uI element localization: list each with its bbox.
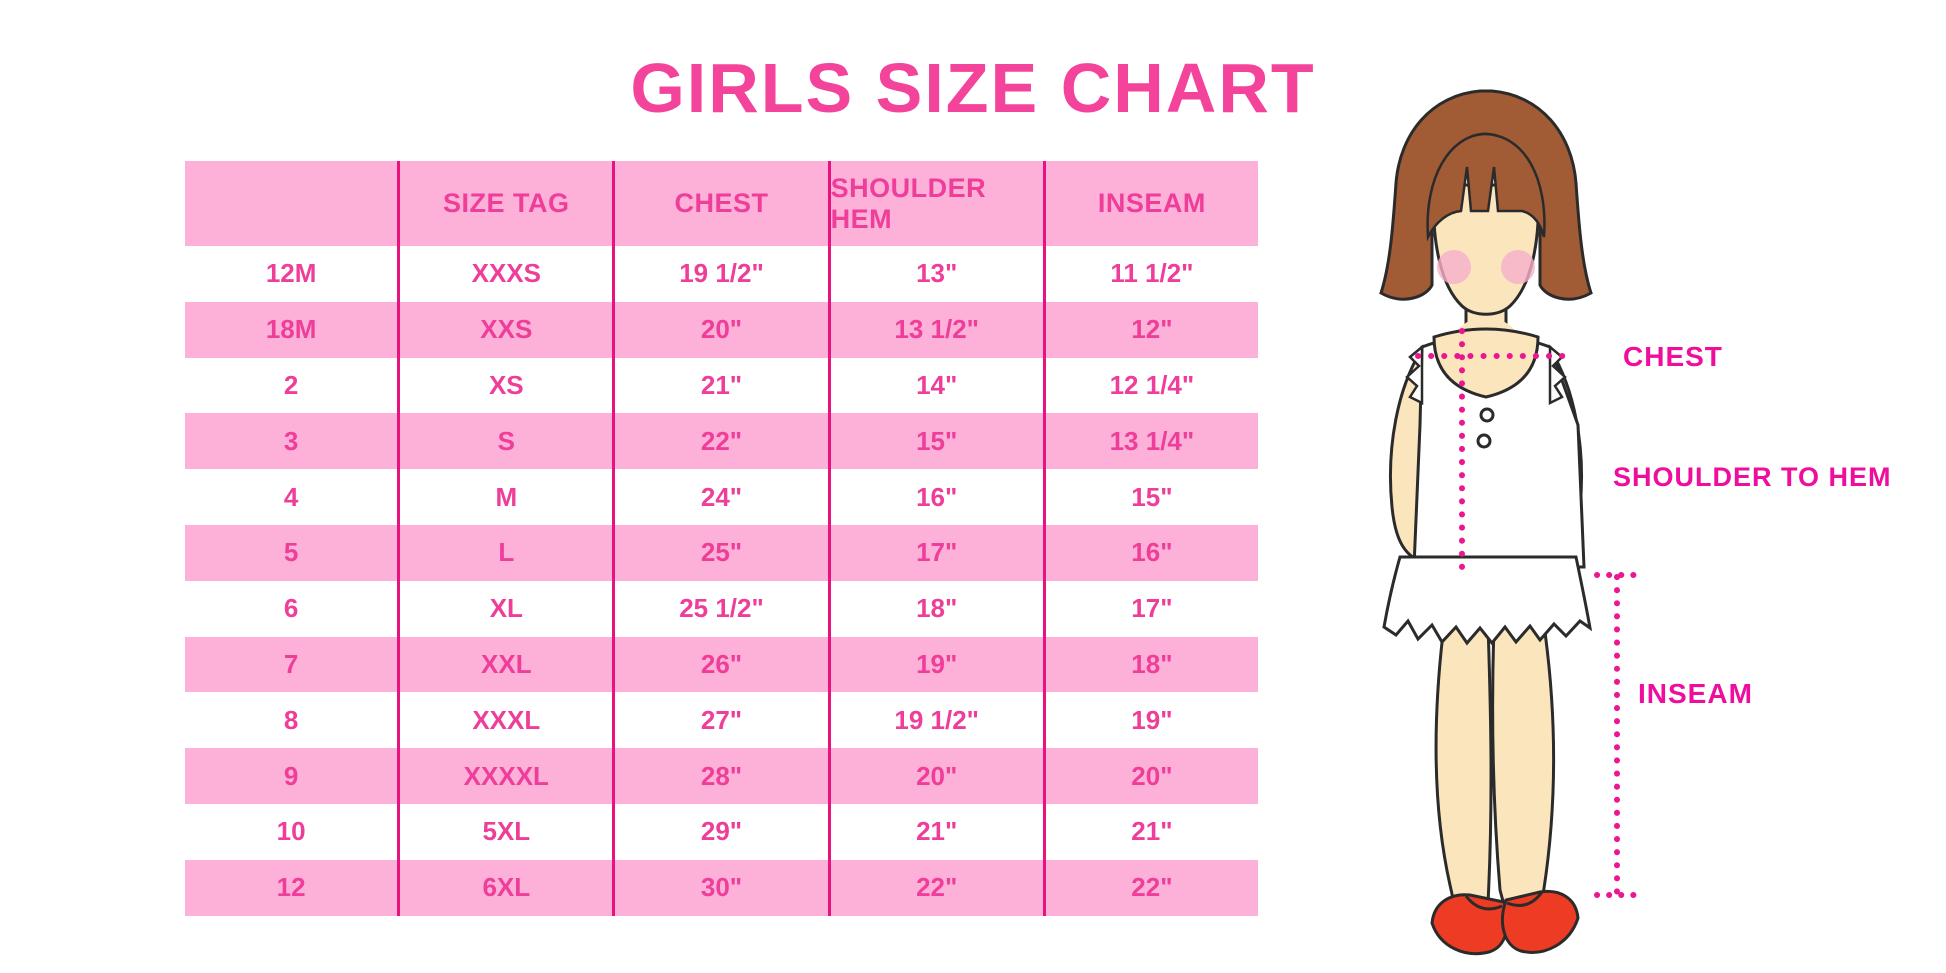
button-icon (1479, 407, 1495, 423)
cell-chest: 25" (612, 524, 827, 581)
table-row: 6 XL 25 1/2" 18" 17" (185, 580, 1258, 637)
cell-chest: 24" (612, 469, 827, 525)
table-row: 5 L 25" 17" 16" (185, 524, 1258, 581)
table-row: 2 XS 21" 14" 12 1/4" (185, 357, 1258, 414)
measurement-lines (1415, 328, 1641, 898)
table-row: 7 XXL 26" 19" 18" (185, 636, 1258, 693)
table-row: 3 S 22" 15" 13 1/4" (185, 413, 1258, 470)
cell-size-tag: M (397, 469, 612, 525)
cell-chest: 26" (612, 636, 827, 693)
cell-chest: 30" (612, 859, 827, 916)
cell-size: 12M (265, 258, 317, 289)
hair-bangs (1426, 132, 1546, 242)
cell-shoulder: 13 1/2" (827, 301, 1043, 358)
cell-size-tag: XXS (397, 301, 612, 358)
cell-shoulder: 19" (827, 636, 1043, 693)
cell-size: 7 (283, 648, 299, 679)
cell-inseam: 17" (1042, 580, 1258, 637)
cell-size-tag: S (397, 413, 612, 470)
cell-inseam: 19" (1042, 692, 1258, 749)
cell-inseam: 11 1/2" (1042, 246, 1258, 302)
shoulder-to-hem-label: SHOULDER TO HEM (1613, 462, 1892, 492)
chest-label: CHEST (1623, 341, 1723, 372)
cell-chest: 20" (612, 301, 827, 358)
cell-chest: 22" (612, 413, 827, 470)
cell-size-tag: XXL (397, 636, 612, 693)
cell-chest: 19 1/2" (612, 246, 827, 302)
cell-size-tag: L (397, 524, 612, 581)
cell-chest: 27" (612, 692, 827, 749)
girls-size-table: SIZE TAG CHEST SHOULDER HEM INSEAM 12M X… (185, 161, 1258, 916)
table-row: 8 XXXL 27" 19 1/2" 19" (185, 692, 1258, 749)
cell-inseam: 20" (1042, 748, 1258, 804)
cell-size: 4 (283, 481, 299, 512)
table-row: 12M XXXS 19 1/2" 13" 11 1/2" (185, 246, 1258, 302)
cell-size: 8 (283, 704, 299, 735)
header-cell-blank (185, 161, 397, 246)
cell-shoulder: 20" (827, 748, 1043, 804)
cell-size-tag: 6XL (397, 859, 612, 916)
cell-size: 6 (283, 593, 299, 624)
table-row: 12 6XL 30" 22" 22" (185, 859, 1258, 916)
cell-inseam: 16" (1042, 524, 1258, 581)
blush-left (1437, 250, 1471, 284)
cell-chest: 28" (612, 748, 827, 804)
cell-inseam: 15" (1042, 469, 1258, 525)
inseam-label: INSEAM (1638, 678, 1753, 709)
cell-chest: 21" (612, 357, 827, 414)
cell-shoulder: 22" (827, 859, 1043, 916)
cell-chest: 29" (612, 803, 827, 860)
header-cell-size-tag: SIZE TAG (397, 161, 612, 246)
cell-inseam: 12 1/4" (1042, 357, 1258, 414)
cell-size-tag: XXXS (397, 246, 612, 302)
table-row: 10 5XL 29" 21" 21" (185, 803, 1258, 860)
cell-shoulder: 15" (827, 413, 1043, 470)
cell-shoulder: 17" (827, 524, 1043, 581)
cell-inseam: 21" (1042, 803, 1258, 860)
header-cell-chest: CHEST (612, 161, 827, 246)
girl-head (1379, 89, 1593, 316)
header-cell-inseam: INSEAM (1042, 161, 1258, 246)
cell-size-tag: XL (397, 580, 612, 637)
cell-shoulder: 14" (827, 357, 1043, 414)
cell-inseam: 18" (1042, 636, 1258, 693)
blush-right (1501, 250, 1535, 284)
cell-size: 2 (283, 369, 299, 400)
cell-shoulder: 18" (827, 580, 1043, 637)
girl-shirt (1382, 327, 1593, 646)
table-header-row: SIZE TAG CHEST SHOULDER HEM INSEAM (185, 161, 1258, 246)
cell-size: 10 (276, 816, 306, 847)
cell-size: 18M (265, 314, 317, 345)
cell-size-tag: 5XL (397, 803, 612, 860)
cell-inseam: 13 1/4" (1042, 413, 1258, 470)
cell-size: 12 (276, 872, 306, 903)
cell-chest: 25 1/2" (612, 580, 827, 637)
cell-size-tag: XS (397, 357, 612, 414)
button-icon (1476, 433, 1492, 449)
cell-shoulder: 16" (827, 469, 1043, 525)
cell-size: 9 (283, 760, 299, 791)
girl-illustration (1379, 89, 1641, 956)
cell-inseam: 12" (1042, 301, 1258, 358)
cell-shoulder: 13" (827, 246, 1043, 302)
cell-shoulder: 21" (827, 803, 1043, 860)
cell-size: 5 (283, 537, 299, 568)
table-row: 18M XXS 20" 13 1/2" 12" (185, 301, 1258, 358)
header-cell-shoulder-hem: SHOULDER HEM (827, 161, 1043, 246)
girl-shoes (1430, 889, 1580, 956)
page-title: GIRLS SIZE CHART (630, 49, 1316, 127)
cell-shoulder: 19 1/2" (827, 692, 1043, 749)
cell-size: 3 (283, 425, 299, 456)
cell-size-tag: XXXXL (397, 748, 612, 804)
cell-size-tag: XXXL (397, 692, 612, 749)
cell-inseam: 22" (1042, 859, 1258, 916)
table-row: 4 M 24" 16" 15" (185, 469, 1258, 525)
table-row: 9 XXXXL 28" 20" 20" (185, 748, 1258, 804)
